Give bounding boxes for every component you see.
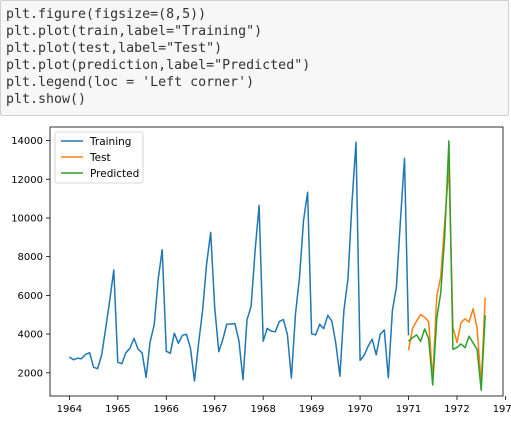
series-line-training xyxy=(68,141,410,382)
legend-label-predicted: Predicted xyxy=(90,168,139,180)
y-tick-label: 12000 xyxy=(11,175,43,186)
y-tick-label: 10000 xyxy=(11,213,43,224)
x-tick-label: 1965 xyxy=(105,404,130,415)
code-cell[interactable]: plt.figure(figsize=(8,5)) plt.plot(train… xyxy=(0,0,509,116)
x-tick-label: 1973 xyxy=(493,404,511,415)
legend: Training Test Predicted xyxy=(54,131,144,184)
y-axis-ticks: 2000 4000 6000 8000 10000 12000 14000 xyxy=(11,136,50,379)
line-chart: 1964 1965 1966 1967 1968 1969 1970 1971 1972 1973… xyxy=(11,126,511,415)
code-line-4: plt.plot(prediction,label="Predicted") xyxy=(6,58,311,73)
code-line-6: plt.show() xyxy=(6,92,87,107)
y-tick-label: 14000 xyxy=(11,136,43,147)
x-axis-ticks: 1964 1965 1966 1967 1968 1969 1970 1971 1972 1973 xyxy=(57,396,511,415)
legend-label-test: Test xyxy=(89,152,111,164)
code-line-1: plt.figure(figsize=(8,5)) xyxy=(6,7,207,22)
code-line-3: plt.plot(test,label="Test") xyxy=(6,41,223,56)
x-tick-label: 1971 xyxy=(396,404,421,415)
x-tick-label: 1972 xyxy=(444,404,469,415)
x-tick-label: 1964 xyxy=(57,404,82,415)
y-tick-label: 6000 xyxy=(18,291,43,302)
x-tick-label: 1967 xyxy=(202,404,227,415)
x-tick-label: 1966 xyxy=(154,404,179,415)
series-line-predicted xyxy=(407,140,486,392)
plot-output: 1964 1965 1966 1967 1968 1969 1970 1971 1972 1973… xyxy=(0,117,511,423)
y-tick-label: 4000 xyxy=(18,330,43,341)
series-lines xyxy=(68,140,486,392)
code-line-2: plt.plot(train,label="Training") xyxy=(6,24,263,39)
x-tick-label: 1968 xyxy=(250,404,275,415)
y-tick-label: 8000 xyxy=(18,252,43,263)
legend-label-training: Training xyxy=(89,136,131,148)
x-tick-label: 1969 xyxy=(299,404,324,415)
y-tick-label: 2000 xyxy=(18,368,43,379)
legend-box xyxy=(54,131,144,184)
x-tick-label: 1970 xyxy=(347,404,372,415)
code-line-5: plt.legend(loc = 'Left corner') xyxy=(6,75,255,90)
